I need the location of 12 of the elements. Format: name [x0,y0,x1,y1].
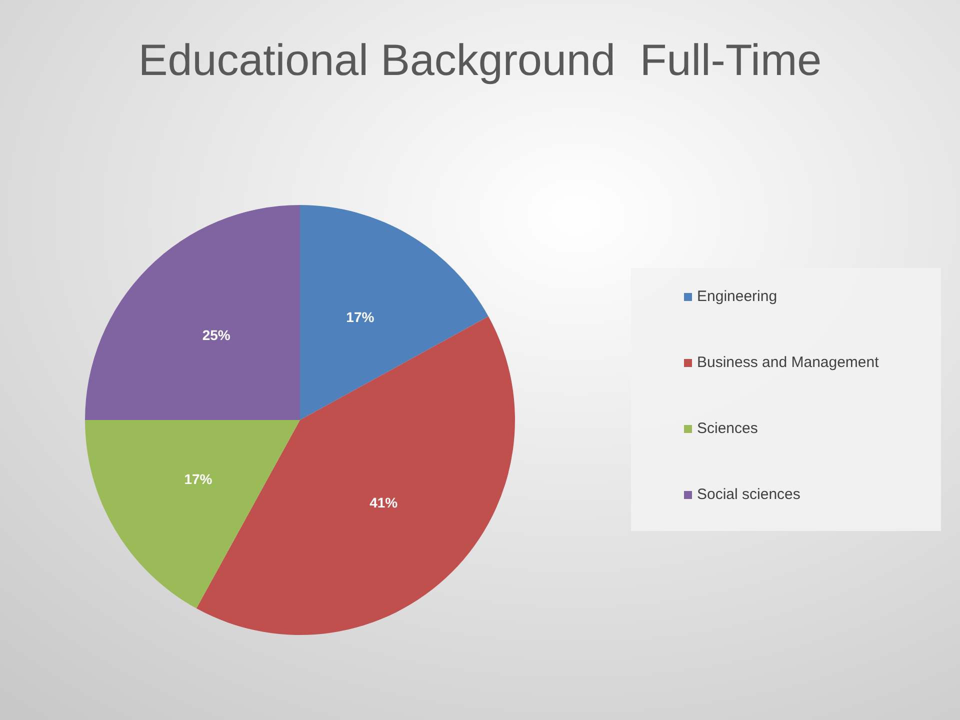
data-label: 17% [184,470,213,487]
data-label: 17% [346,308,375,325]
legend-label: Engineering [697,288,778,305]
legend-label: Business and Management [697,354,880,371]
legend-label: Sciences [697,420,758,437]
pie-slice [300,205,488,420]
legend-label: Social sciences [697,486,800,503]
data-label: 25% [202,327,231,344]
data-label: 41% [370,494,398,510]
pie-slice [85,420,300,608]
pie-slice [85,205,300,420]
chart-title: Educational Background Full-Time [138,36,822,85]
